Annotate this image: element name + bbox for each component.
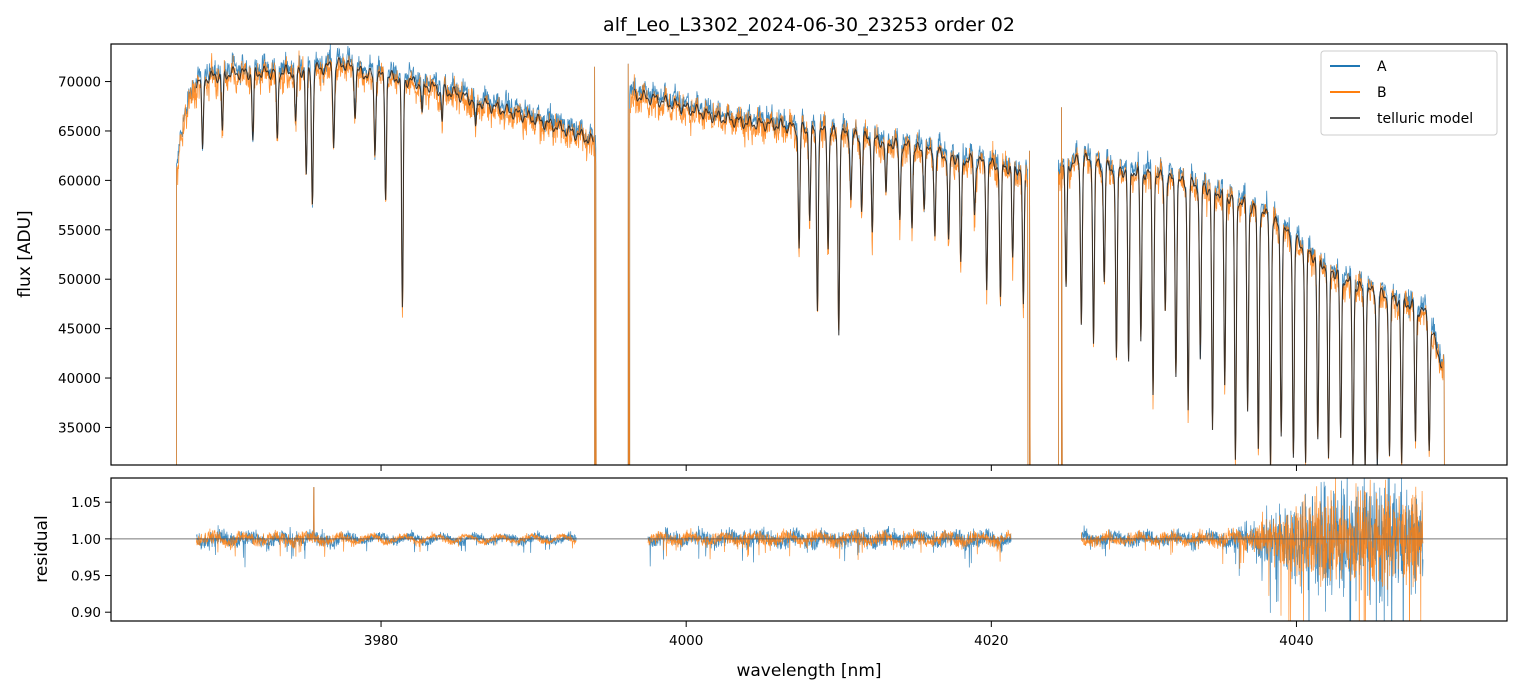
residual-x-ticks: 3980 4000 4020 4040 [364, 621, 1314, 649]
x-axis-label: wavelength [nm] [736, 661, 881, 681]
residual-y-ticks: 0.90 0.95 1.00 1.05 [71, 495, 111, 621]
residual-y-tick-label: 1.05 [71, 495, 101, 511]
legend-label-a: A [1377, 59, 1387, 75]
flux-y-tick-label: 35000 [58, 420, 101, 436]
residual-y-tick-label: 0.90 [71, 605, 101, 621]
flux-y-tick-label: 55000 [58, 223, 101, 239]
flux-panel-frame [110, 43, 1508, 466]
telluric-model-line [195, 57, 1443, 465]
flux-y-tick-label: 60000 [58, 173, 101, 189]
flux-y-tick-label: 45000 [58, 322, 101, 338]
residual-panel-background [111, 478, 1507, 621]
flux-y-tick-label: 40000 [58, 371, 101, 387]
chart-title: alf_Leo_L3302_2024-06-30_23253 order 02 [603, 14, 1015, 36]
residual-b-line [196, 478, 1424, 621]
residual-panel-frame [110, 477, 1508, 622]
residual-y-tick-label: 1.00 [71, 532, 101, 548]
flux-series-group [176, 44, 1445, 465]
top-y-axis-label: flux [ADU] [15, 210, 35, 297]
residual-x-tick-label: 4000 [669, 633, 703, 649]
legend: A B telluric model [1320, 50, 1498, 136]
residual-x-tick-label: 3980 [364, 633, 398, 649]
residual-panel: 0.90 0.95 1.00 1.05 3980 4000 4020 4040 [71, 477, 1508, 649]
residual-x-tick-label: 4040 [1279, 633, 1313, 649]
residual-series-group [196, 478, 1424, 621]
flux-y-tick-label: 50000 [58, 272, 101, 288]
legend-label-model: telluric model [1377, 111, 1473, 127]
legend-box [1320, 50, 1498, 136]
flux-panel-background [111, 44, 1507, 465]
residual-y-tick-label: 0.95 [71, 569, 101, 585]
flux-y-tick-label: 65000 [58, 124, 101, 140]
bottom-y-axis-label: residual [32, 515, 52, 582]
flux-x-ticks [380, 465, 1297, 471]
flux-y-tick-label: 70000 [58, 75, 101, 91]
flux-panel: 35000 40000 45000 50000 55000 60000 65000 70000 [58, 43, 1508, 471]
flux-y-ticks: 35000 40000 45000 50000 55000 60000 65000 70000 [58, 75, 111, 436]
residual-x-tick-label: 4020 [974, 633, 1008, 649]
legend-label-b: B [1377, 85, 1387, 101]
